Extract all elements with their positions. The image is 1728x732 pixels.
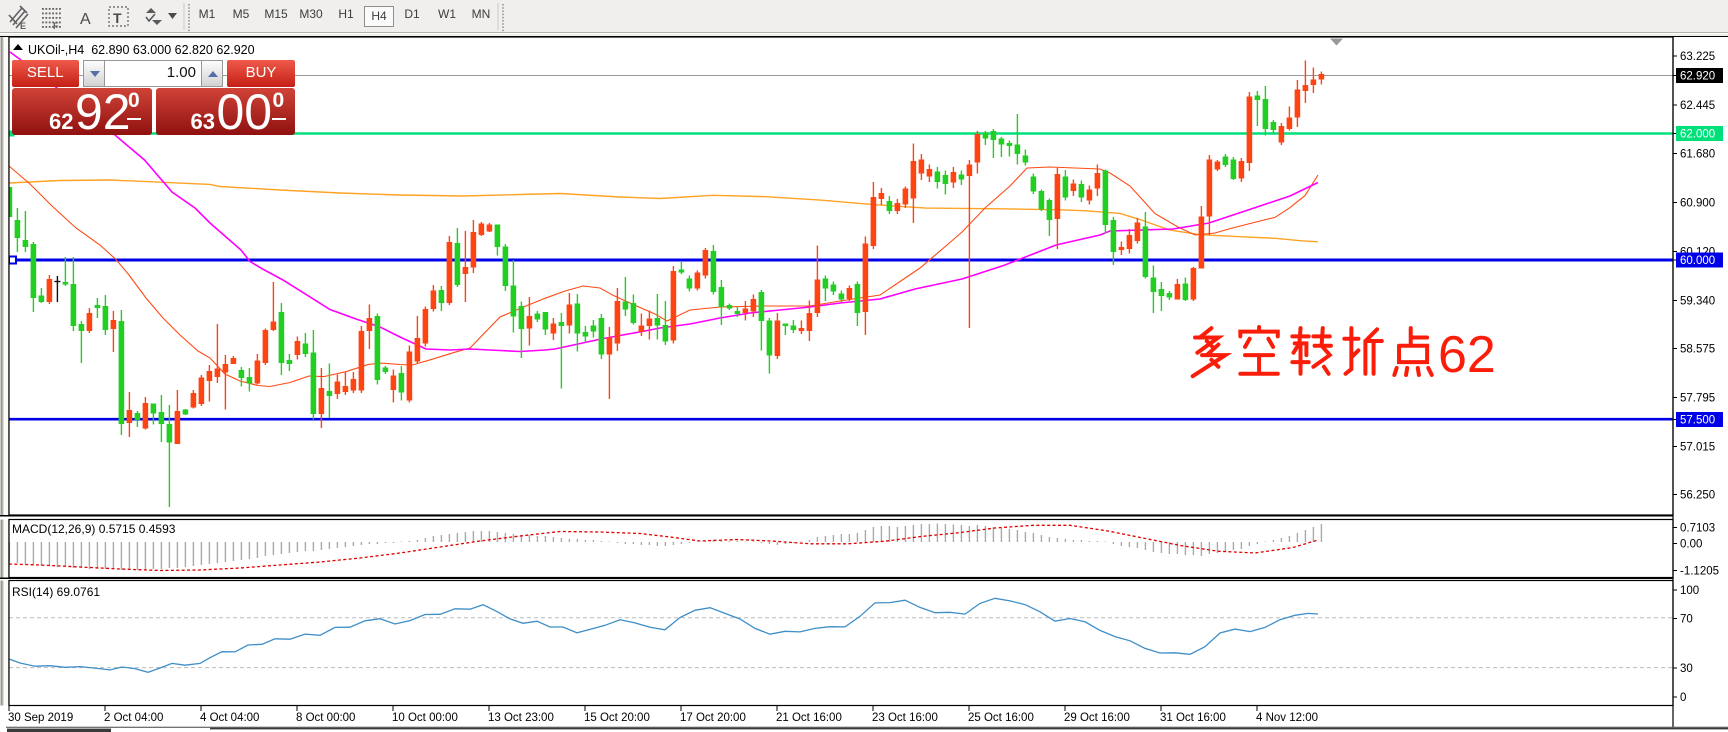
svg-text:8 Oct 00:00: 8 Oct 00:00 (296, 712, 355, 724)
svg-text:60.000: 60.000 (1680, 255, 1715, 267)
svg-text:A: A (80, 11, 91, 28)
svg-text:62.445: 62.445 (1680, 100, 1715, 112)
svg-text:E: E (20, 21, 26, 31)
svg-text:23 Oct 16:00: 23 Oct 16:00 (872, 712, 938, 724)
svg-text:63.225: 63.225 (1680, 51, 1715, 63)
svg-text:10 Oct 00:00: 10 Oct 00:00 (392, 712, 458, 724)
svg-text:21 Oct 16:00: 21 Oct 16:00 (776, 712, 842, 724)
svg-text:29 Oct 16:00: 29 Oct 16:00 (1064, 712, 1130, 724)
svg-text:2 Oct 04:00: 2 Oct 04:00 (104, 712, 163, 724)
svg-text:4 Nov 12:00: 4 Nov 12:00 (1256, 712, 1318, 724)
svg-text:60.900: 60.900 (1680, 198, 1715, 210)
svg-text:RSI(14) 69.0761: RSI(14) 69.0761 (12, 585, 100, 599)
svg-text:25 Oct 16:00: 25 Oct 16:00 (968, 712, 1034, 724)
svg-text:0.00: 0.00 (1680, 539, 1702, 551)
svg-text:30 Sep 2019: 30 Sep 2019 (8, 712, 73, 724)
svg-text:MACD(12,26,9) 0.5715 0.4593: MACD(12,26,9) 0.5715 0.4593 (12, 522, 176, 536)
svg-text:57.795: 57.795 (1680, 393, 1715, 405)
svg-text:T: T (113, 10, 122, 26)
svg-text:0.7103: 0.7103 (1680, 523, 1715, 535)
svg-text:0: 0 (1680, 692, 1686, 704)
svg-text:15 Oct 20:00: 15 Oct 20:00 (584, 712, 650, 724)
svg-text:57.015: 57.015 (1680, 442, 1715, 454)
svg-text:56.250: 56.250 (1680, 490, 1715, 502)
svg-text:13 Oct 23:00: 13 Oct 23:00 (488, 712, 554, 724)
svg-text:4 Oct 04:00: 4 Oct 04:00 (200, 712, 259, 724)
svg-text:31 Oct 16:00: 31 Oct 16:00 (1160, 712, 1226, 724)
svg-text:62: 62 (1438, 326, 1496, 384)
svg-text:70: 70 (1680, 614, 1693, 626)
svg-text:62.000: 62.000 (1680, 129, 1715, 141)
svg-text:57.500: 57.500 (1680, 415, 1715, 427)
svg-text:59.340: 59.340 (1680, 296, 1715, 308)
svg-text:F: F (53, 21, 59, 31)
svg-text:17 Oct 20:00: 17 Oct 20:00 (680, 712, 746, 724)
svg-text:-1.1205: -1.1205 (1680, 566, 1719, 578)
svg-text:58.575: 58.575 (1680, 344, 1715, 356)
svg-text:30: 30 (1680, 663, 1693, 675)
svg-text:62.920: 62.920 (1680, 71, 1715, 83)
svg-text:61.680: 61.680 (1680, 149, 1715, 161)
svg-text:UKOil-,H4 62.890 63.000 62.82: UKOil-,H4 62.890 63.000 62.820 62.920 (28, 43, 255, 57)
svg-text:100: 100 (1680, 585, 1699, 597)
